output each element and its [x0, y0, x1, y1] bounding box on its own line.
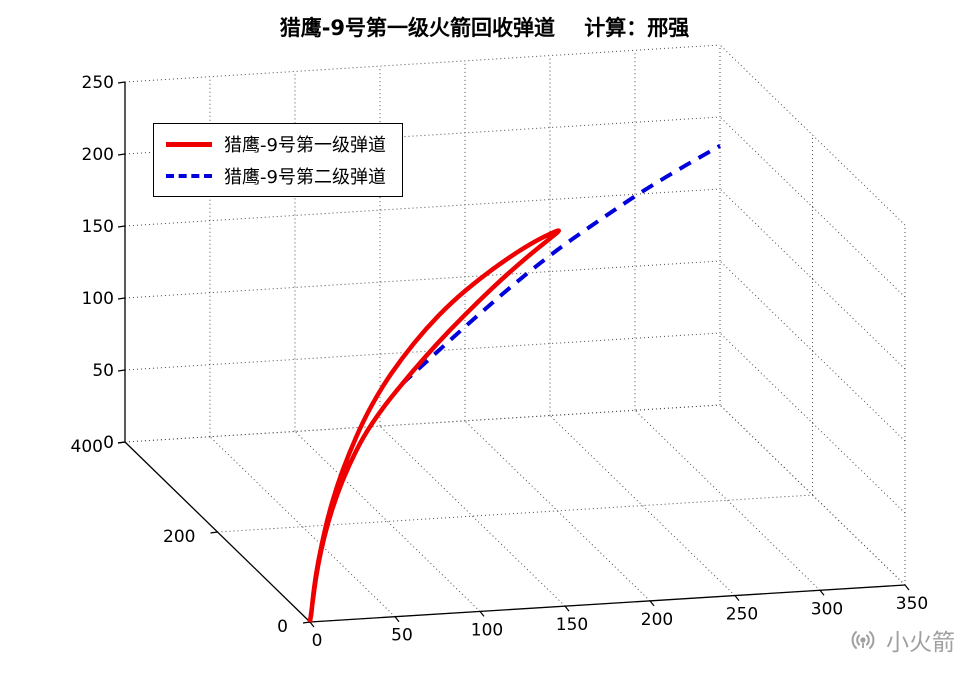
x-tick-mark — [309, 621, 315, 628]
legend-label-second-stage: 猎鹰-9号第二级弹道 — [224, 167, 386, 188]
z-tick-mark — [117, 81, 126, 84]
x-tick-label: 150 — [556, 615, 588, 635]
x-tick-label: 100 — [471, 620, 503, 640]
legend-entry-first-stage: 猎鹰-9号第一级弹道 — [166, 133, 386, 156]
legend-line-sample-solid — [166, 141, 212, 147]
grid-line-floor-x — [294, 431, 481, 612]
x-tick-label: 250 — [726, 605, 758, 625]
grid-line-wall-left-z — [124, 116, 721, 155]
z-tick-label: 200 — [82, 145, 114, 165]
legend-line-sample-dashed — [166, 174, 212, 178]
legend-box: 猎鹰-9号第一级弹道 猎鹰-9号第二级弹道 — [153, 123, 403, 197]
x-tick-mark — [904, 584, 910, 591]
z-tick-label: 50 — [92, 361, 114, 381]
x-tick-mark — [819, 589, 825, 596]
rocket-logo-icon — [851, 631, 875, 649]
grid-line-wall-left-z — [124, 188, 721, 227]
x-tick-mark — [479, 611, 485, 617]
grid-line-floor-x — [634, 409, 821, 591]
z-tick-mark — [117, 369, 126, 372]
y-tick-label: 200 — [163, 527, 195, 547]
legend-entry-second-stage: 猎鹰-9号第二级弹道 — [166, 165, 386, 188]
watermark-text: 小火箭 — [886, 630, 955, 656]
x-tick-label: 200 — [641, 610, 673, 630]
chart-title: 猎鹰-9号第一级火箭回收弹道 计算：邢强 — [279, 16, 690, 40]
y-tick-mark — [302, 621, 311, 624]
grid-line-floor-y — [217, 494, 813, 533]
z-tick-label: 100 — [82, 289, 114, 309]
grid-line-floor-x — [549, 415, 736, 596]
x-tick-label: 0 — [312, 631, 323, 651]
z-tick-mark — [117, 225, 126, 228]
x-tick-label: 50 — [391, 626, 413, 646]
y-tick-label: 0 — [277, 617, 288, 637]
x-tick-label: 350 — [896, 594, 928, 614]
grid-line-floor-x — [379, 425, 566, 607]
z-tick-mark — [117, 153, 126, 156]
z-tick-mark — [117, 441, 126, 444]
y-tick-label: 400 — [71, 437, 103, 457]
x-tick-mark — [649, 600, 655, 607]
z-tick-mark — [117, 297, 126, 300]
trajectory-series-0-path — [307, 228, 561, 623]
grid-line-floor-y — [124, 404, 721, 443]
legend-label-first-stage: 猎鹰-9号第一级弹道 — [224, 135, 386, 156]
grid-line-floor-x — [209, 436, 396, 618]
trajectory-series-1-path — [400, 144, 721, 386]
z-tick-label: 150 — [82, 217, 114, 237]
y-tick-mark — [210, 531, 218, 534]
grid-line-wall-left-z — [124, 44, 721, 83]
z-tick-label: 250 — [82, 73, 114, 93]
x-tick-mark — [564, 605, 570, 612]
grid-line-wall-left-z — [124, 404, 721, 443]
x-axis-line — [309, 584, 906, 623]
grid-line-wall-left-z — [124, 332, 721, 371]
x-tick-mark — [394, 616, 400, 623]
x-tick-label: 300 — [811, 599, 843, 619]
grid-line-wall-left-z — [124, 260, 721, 299]
x-tick-mark — [734, 595, 740, 601]
z-tick-label: 0 — [103, 433, 114, 453]
watermark: 小火箭 — [847, 623, 955, 657]
